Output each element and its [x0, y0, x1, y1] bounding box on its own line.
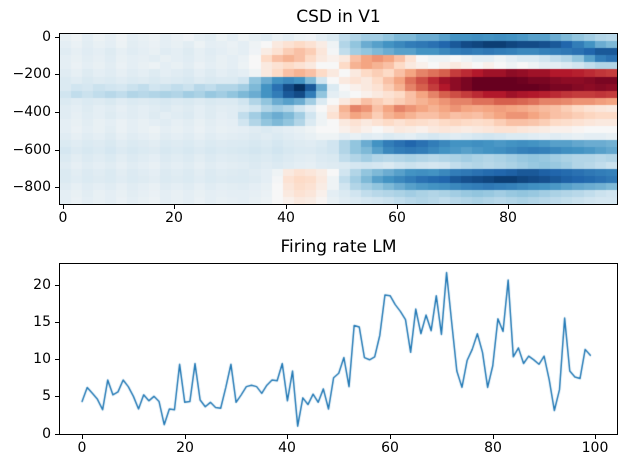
firing-rate-y-tick-label: 20	[33, 277, 51, 293]
firing-rate-x-tick-label: 100	[581, 440, 609, 456]
firing-rate-x-tick-label: 20	[176, 440, 194, 456]
csd-x-tick-label: 20	[165, 210, 183, 226]
csd-y-tick-label: 0	[42, 29, 51, 45]
firing-rate-x-tick-label: 80	[484, 440, 502, 456]
firing-rate-x-tick-mark	[493, 435, 494, 439]
firing-rate-x-tick-label: 0	[77, 440, 87, 456]
firing-rate-x-tick-label: 60	[381, 440, 399, 456]
csd-y-tick-label: −800	[12, 179, 51, 195]
csd-x-tick-mark	[63, 205, 64, 209]
csd-y-tick-label: −200	[12, 66, 51, 82]
firing-rate-line-chart	[60, 264, 617, 434]
firing-rate-x-tick-mark	[595, 435, 596, 439]
csd-y-tick-mark	[55, 74, 59, 75]
csd-y-tick-mark	[55, 37, 59, 38]
firing-rate-x-tick-mark	[82, 435, 83, 439]
firing-rate-x-tick-mark	[390, 435, 391, 439]
firing-rate-x-tick-label: 40	[278, 440, 296, 456]
csd-x-tick-mark	[286, 205, 287, 209]
csd-y-tick-mark	[55, 150, 59, 151]
firing-rate-y-tick-mark	[55, 434, 59, 435]
firing-rate-x-tick-mark	[287, 435, 288, 439]
csd-heatmap-image	[60, 34, 617, 204]
csd-plot-title: CSD in V1	[296, 7, 381, 27]
firing-rate-y-tick-label: 5	[42, 388, 51, 404]
csd-y-tick-label: −600	[12, 142, 51, 158]
firing-rate-plot-title: Firing rate LM	[280, 237, 397, 257]
firing-rate-x-tick-mark	[185, 435, 186, 439]
csd-x-tick-label: 0	[58, 210, 68, 226]
firing-rate-y-tick-mark	[55, 396, 59, 397]
csd-y-tick-label: −400	[12, 104, 51, 120]
firing-rate-y-tick-label: 15	[33, 314, 51, 330]
csd-x-tick-label: 40	[277, 210, 295, 226]
firing-rate-y-tick-mark	[55, 359, 59, 360]
firing-rate-y-tick-label: 0	[42, 426, 51, 442]
firing-rate-y-tick-label: 10	[33, 351, 51, 367]
csd-x-tick-mark	[397, 205, 398, 209]
csd-x-tick-mark	[508, 205, 509, 209]
csd-x-tick-label: 60	[388, 210, 406, 226]
firing-rate-axes	[59, 263, 618, 435]
csd-y-tick-mark	[55, 187, 59, 188]
csd-heatmap-axes	[59, 33, 618, 205]
csd-x-tick-label: 80	[499, 210, 517, 226]
csd-x-tick-mark	[174, 205, 175, 209]
firing-rate-y-tick-mark	[55, 322, 59, 323]
csd-y-tick-mark	[55, 112, 59, 113]
firing-rate-y-tick-mark	[55, 285, 59, 286]
